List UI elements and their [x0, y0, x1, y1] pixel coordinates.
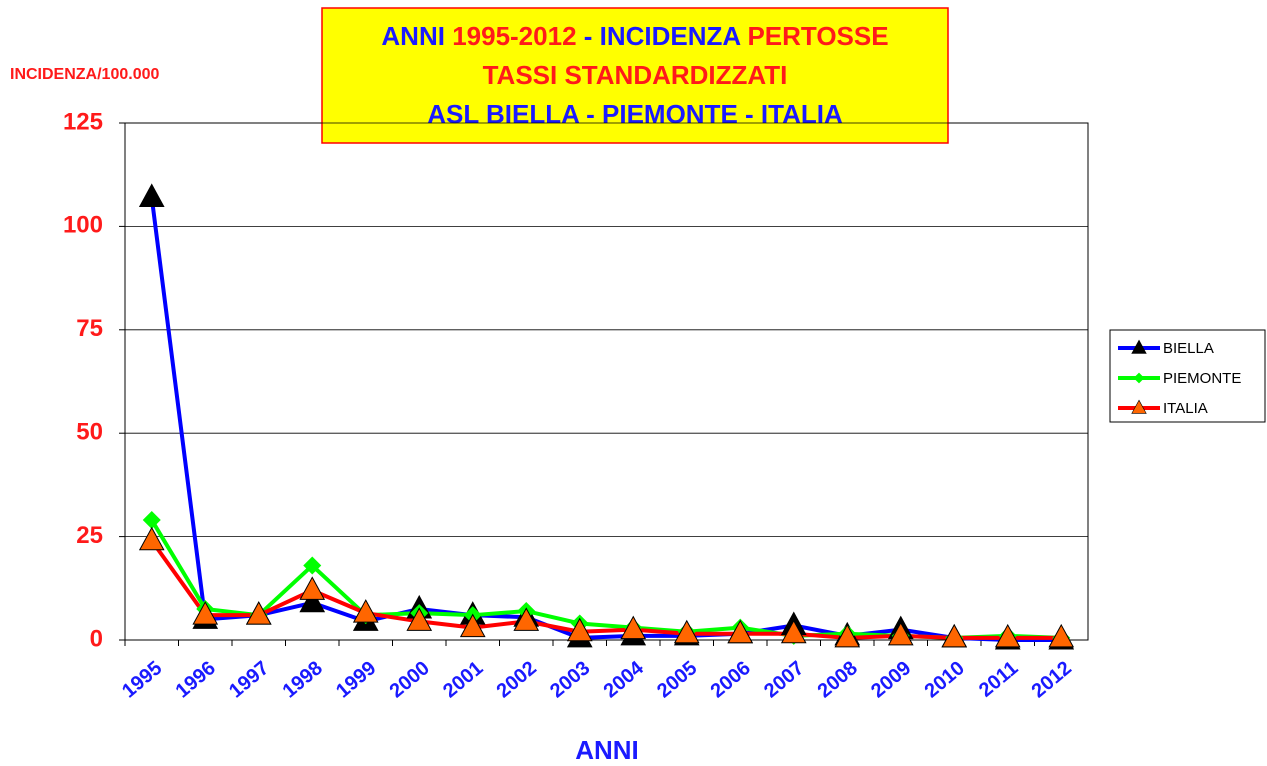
x-tick-label: 2012 — [1028, 657, 1076, 702]
x-tick-label: 2006 — [707, 657, 755, 702]
marker — [138, 526, 165, 551]
x-tick-label: 2002 — [493, 657, 541, 702]
marker — [566, 617, 593, 642]
y-tick-label: 0 — [90, 625, 103, 652]
marker — [994, 623, 1021, 648]
marker — [941, 623, 968, 648]
x-tick-label: 2009 — [867, 657, 915, 702]
marker — [887, 621, 914, 646]
x-tick-label: 2008 — [814, 657, 862, 702]
marker — [834, 623, 861, 648]
x-tick-label: 1999 — [332, 657, 380, 702]
y-tick-label: 50 — [76, 419, 103, 446]
title-part: - INCIDENZA — [577, 21, 748, 51]
x-tick-label: 2001 — [439, 657, 487, 702]
chart-title: ASL BIELLA - PIEMONTE - ITALIA — [427, 99, 843, 129]
marker — [1048, 623, 1075, 648]
marker — [780, 619, 807, 644]
title-part: TASSI STANDARDIZZATI — [483, 60, 788, 90]
x-tick-label: 2004 — [600, 656, 649, 702]
x-tick-label: 2011 — [975, 657, 1022, 702]
legend-label: BIELLA — [1163, 340, 1214, 357]
marker — [406, 607, 433, 631]
title-background — [321, 7, 949, 144]
x-tick-label: 2010 — [921, 657, 969, 702]
y-tick-label: 125 — [63, 108, 103, 135]
marker — [142, 511, 161, 530]
legend-marker — [1131, 339, 1147, 354]
legend-marker — [1133, 372, 1145, 384]
marker — [299, 588, 326, 613]
marker — [673, 619, 700, 644]
x-tick-label: 1998 — [279, 657, 327, 702]
title-part: ASL BIELLA - PIEMONTE - ITALIA — [427, 99, 843, 129]
chart-title: ANNI 1995-2012 - INCIDENZA PERTOSSE — [381, 21, 888, 51]
marker — [727, 619, 754, 644]
x-tick-label: 2005 — [653, 657, 701, 702]
x-axis-label: ANNI — [575, 735, 639, 765]
legend-label: PIEMONTE — [1163, 370, 1241, 387]
legend-marker — [1131, 399, 1147, 414]
title-box: ANNI 1995-2012 - INCIDENZA PERTOSSE TASSI… — [321, 7, 949, 144]
marker — [245, 601, 272, 625]
x-tick-label: 1996 — [172, 657, 220, 702]
title-part: ANNI — [381, 21, 452, 51]
marker — [192, 601, 219, 625]
title-part: PERTOSSE — [747, 21, 888, 51]
y-axis-label: INCIDENZA/100.000 — [10, 66, 159, 83]
series-line — [149, 197, 1062, 642]
chart-title: TASSI STANDARDIZZATI — [483, 60, 788, 90]
marker — [620, 615, 647, 640]
marker — [1133, 372, 1145, 384]
marker — [299, 576, 326, 600]
y-tick-label: 75 — [76, 315, 103, 342]
x-tick-label: 2003 — [546, 657, 594, 702]
x-tick-label: 1995 — [118, 657, 166, 702]
x-tick-label: 2007 — [760, 657, 808, 702]
y-tick-label: 25 — [76, 522, 103, 549]
marker — [352, 599, 379, 623]
legend-label: ITALIA — [1163, 400, 1208, 417]
plot-area — [124, 122, 1089, 641]
marker — [1131, 339, 1147, 354]
x-tick-label: 2000 — [386, 657, 434, 702]
marker — [138, 183, 165, 207]
y-tick-label: 100 — [63, 212, 103, 239]
marker — [1131, 399, 1147, 414]
title-part: 1995-2012 — [452, 21, 576, 51]
marker — [303, 556, 322, 575]
marker — [513, 607, 540, 631]
marker — [459, 613, 486, 638]
x-tick-label: 1997 — [225, 657, 273, 702]
